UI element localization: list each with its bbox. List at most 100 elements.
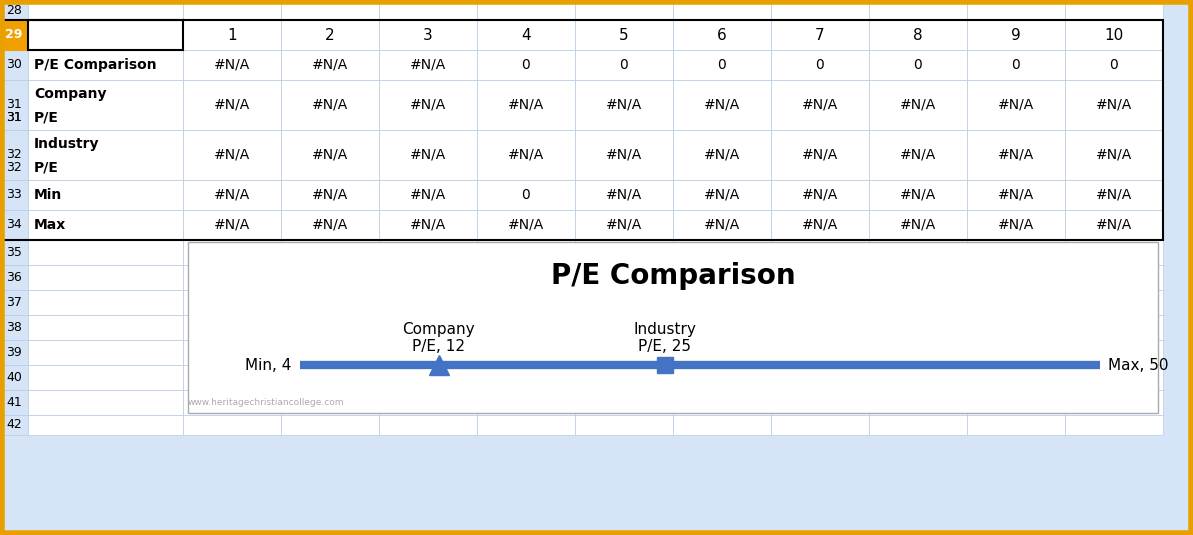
- Text: 0: 0: [1012, 58, 1020, 72]
- Text: #N/A: #N/A: [311, 148, 348, 162]
- Bar: [1065, 340, 1163, 365]
- Text: 35: 35: [6, 246, 21, 259]
- Bar: [0, 210, 27, 240]
- Text: 1: 1: [227, 27, 237, 42]
- Bar: [0, 315, 27, 340]
- Text: #N/A: #N/A: [900, 148, 937, 162]
- Text: #N/A: #N/A: [508, 218, 544, 232]
- Bar: [869, 265, 968, 290]
- Text: #N/A: #N/A: [997, 98, 1034, 112]
- Text: P/E, 12: P/E, 12: [413, 339, 465, 354]
- Text: #N/A: #N/A: [214, 98, 251, 112]
- Text: 5: 5: [619, 27, 629, 42]
- Bar: [27, 265, 183, 290]
- Text: 0: 0: [619, 58, 629, 72]
- Bar: [477, 340, 575, 365]
- Text: P/E Comparison: P/E Comparison: [551, 262, 796, 290]
- Bar: [183, 50, 282, 80]
- Bar: [673, 315, 771, 340]
- Text: #N/A: #N/A: [214, 148, 251, 162]
- Text: 0: 0: [914, 58, 922, 72]
- Bar: [379, 315, 477, 340]
- Bar: [379, 0, 477, 20]
- Bar: [282, 390, 379, 415]
- Bar: [673, 240, 771, 265]
- Text: P/E, 25: P/E, 25: [638, 339, 692, 354]
- Text: #N/A: #N/A: [704, 188, 740, 202]
- Bar: [183, 210, 282, 240]
- Bar: [575, 265, 673, 290]
- Bar: [27, 340, 183, 365]
- Text: 32: 32: [6, 149, 21, 162]
- Bar: [183, 240, 282, 265]
- Text: #N/A: #N/A: [606, 188, 642, 202]
- Bar: [27, 415, 183, 435]
- Text: 36: 36: [6, 271, 21, 284]
- Bar: [968, 50, 1065, 80]
- Bar: [0, 20, 27, 50]
- Text: Max: Max: [33, 218, 67, 232]
- Bar: [27, 0, 183, 20]
- Bar: [27, 20, 183, 50]
- Bar: [0, 365, 27, 390]
- Bar: [282, 80, 379, 130]
- Bar: [477, 365, 575, 390]
- Text: 32: 32: [6, 161, 21, 174]
- Text: #N/A: #N/A: [802, 218, 839, 232]
- Text: 10: 10: [1105, 27, 1124, 42]
- Text: Industry: Industry: [33, 137, 99, 151]
- Bar: [575, 240, 673, 265]
- Bar: [379, 340, 477, 365]
- Bar: [869, 80, 968, 130]
- Bar: [0, 390, 27, 415]
- Text: #N/A: #N/A: [704, 148, 740, 162]
- Bar: [0, 265, 27, 290]
- Text: #N/A: #N/A: [802, 98, 839, 112]
- Text: Company: Company: [33, 87, 106, 101]
- Bar: [771, 265, 869, 290]
- Text: 0: 0: [1109, 58, 1118, 72]
- Bar: [477, 0, 575, 20]
- Text: 3: 3: [424, 27, 433, 42]
- Bar: [673, 390, 771, 415]
- Bar: [282, 130, 379, 180]
- Bar: [1065, 50, 1163, 80]
- Bar: [0, 80, 27, 130]
- Bar: [282, 340, 379, 365]
- Bar: [968, 415, 1065, 435]
- Bar: [183, 390, 282, 415]
- Text: #N/A: #N/A: [508, 98, 544, 112]
- Text: #N/A: #N/A: [311, 218, 348, 232]
- Bar: [869, 315, 968, 340]
- Bar: [183, 290, 282, 315]
- Bar: [673, 365, 771, 390]
- Text: 8: 8: [913, 27, 923, 42]
- Text: 31: 31: [6, 111, 21, 124]
- Bar: [869, 0, 968, 20]
- Bar: [968, 0, 1065, 20]
- Bar: [673, 130, 771, 180]
- Bar: [282, 20, 379, 50]
- Text: 4: 4: [521, 27, 531, 42]
- Bar: [477, 315, 575, 340]
- Bar: [673, 265, 771, 290]
- Text: #N/A: #N/A: [704, 98, 740, 112]
- Bar: [0, 290, 27, 315]
- Bar: [869, 415, 968, 435]
- Bar: [771, 315, 869, 340]
- Bar: [183, 315, 282, 340]
- Bar: [27, 50, 183, 80]
- Text: #N/A: #N/A: [311, 98, 348, 112]
- Bar: [183, 130, 282, 180]
- Bar: [968, 290, 1065, 315]
- Bar: [968, 80, 1065, 130]
- Bar: [1065, 390, 1163, 415]
- Bar: [771, 20, 869, 50]
- Text: #N/A: #N/A: [410, 188, 446, 202]
- Bar: [575, 390, 673, 415]
- Bar: [27, 180, 183, 210]
- Bar: [968, 180, 1065, 210]
- Bar: [379, 130, 477, 180]
- Bar: [771, 0, 869, 20]
- Bar: [673, 210, 771, 240]
